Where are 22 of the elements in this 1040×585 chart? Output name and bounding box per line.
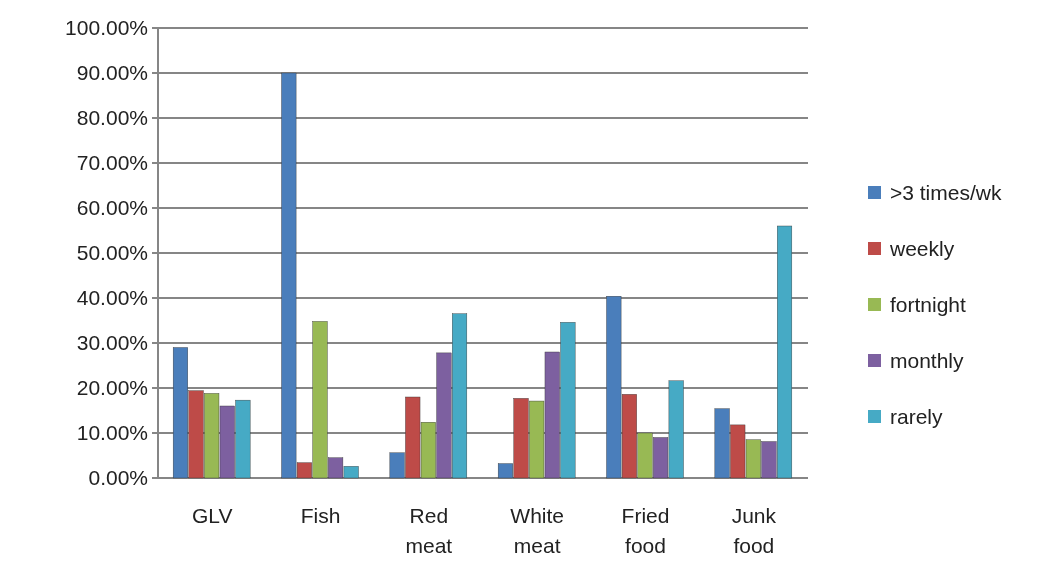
legend-label: weekly	[889, 237, 955, 261]
legend-label: fortnight	[890, 293, 967, 317]
x-tick-label: White meat	[510, 504, 565, 557]
y-tick-label: 80.00%	[76, 106, 148, 130]
y-tick-label: 30.00%	[76, 331, 148, 355]
x-tick-label: Fish	[300, 504, 341, 527]
x-tick-label: GLV	[191, 504, 233, 527]
y-tick-label: 70.00%	[76, 151, 148, 175]
y-tick-label: 10.00%	[76, 421, 148, 445]
legend-label: >3 times/wk	[890, 181, 1002, 205]
y-tick-label: 90.00%	[76, 61, 148, 85]
y-tick-label: 20.00%	[76, 376, 148, 400]
y-tick-label: 40.00%	[76, 286, 148, 310]
y-tick-label: 60.00%	[76, 196, 148, 220]
y-tick-label: 100.00%	[65, 16, 148, 40]
y-tick-label: 0.00%	[88, 466, 148, 490]
y-tick-label: 50.00%	[76, 241, 148, 265]
legend-label: rarely	[890, 405, 944, 429]
x-tick-label: Red meat	[405, 504, 453, 557]
legend-label: monthly	[890, 349, 965, 373]
x-tick-label: Junk food	[731, 504, 777, 557]
x-tick-label: Fried food	[621, 504, 670, 557]
